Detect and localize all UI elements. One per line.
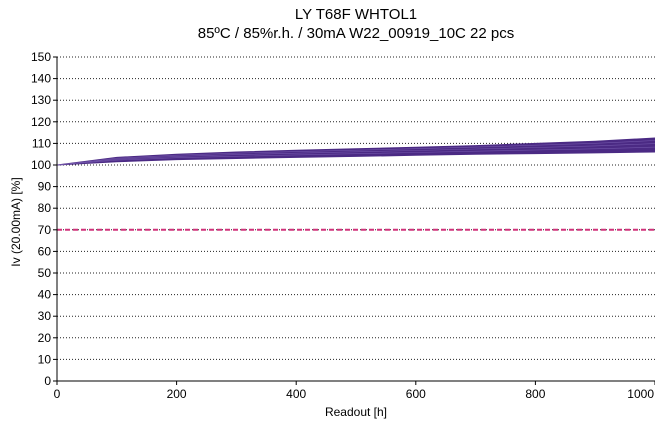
y-tick-label: 70 (38, 223, 52, 237)
y-axis-label: Iv (20.00mA) [%] (9, 177, 23, 266)
y-tick-label: 50 (38, 266, 52, 280)
y-tick-label: 80 (38, 201, 52, 215)
y-tick-label: 90 (38, 180, 52, 194)
y-tick-label: 0 (44, 374, 51, 388)
y-tick-label: 40 (38, 288, 52, 302)
series-line (56, 143, 655, 166)
chart-title: LY T68F WHTOL1 (294, 6, 418, 23)
x-tick-label: 200 (167, 387, 187, 401)
x-tick-label: 800 (525, 387, 545, 401)
y-tick-label: 110 (32, 136, 51, 150)
y-tick-label: 140 (31, 72, 51, 86)
y-tick-label: 120 (31, 115, 51, 129)
y-tick-label: 30 (38, 309, 52, 323)
y-tick-label: 10 (38, 352, 52, 366)
y-tick-label: 130 (31, 93, 51, 107)
x-axis-label: Readout [h] (325, 405, 387, 419)
x-tick-label: 1000 (627, 387, 654, 401)
x-tick-label: 0 (54, 387, 61, 401)
series-line (56, 146, 655, 166)
series-line (56, 140, 655, 166)
chart-subtitle: 85ºC / 85%r.h. / 30mA W22_00919_10C 22 p… (197, 25, 515, 42)
y-tick-label: 20 (38, 331, 52, 345)
y-tick-label: 100 (31, 158, 51, 172)
x-tick-label: 400 (286, 387, 306, 401)
y-tick-label: 60 (38, 244, 52, 258)
x-tick-label: 600 (406, 387, 426, 401)
y-tick-label: 150 (31, 50, 51, 64)
